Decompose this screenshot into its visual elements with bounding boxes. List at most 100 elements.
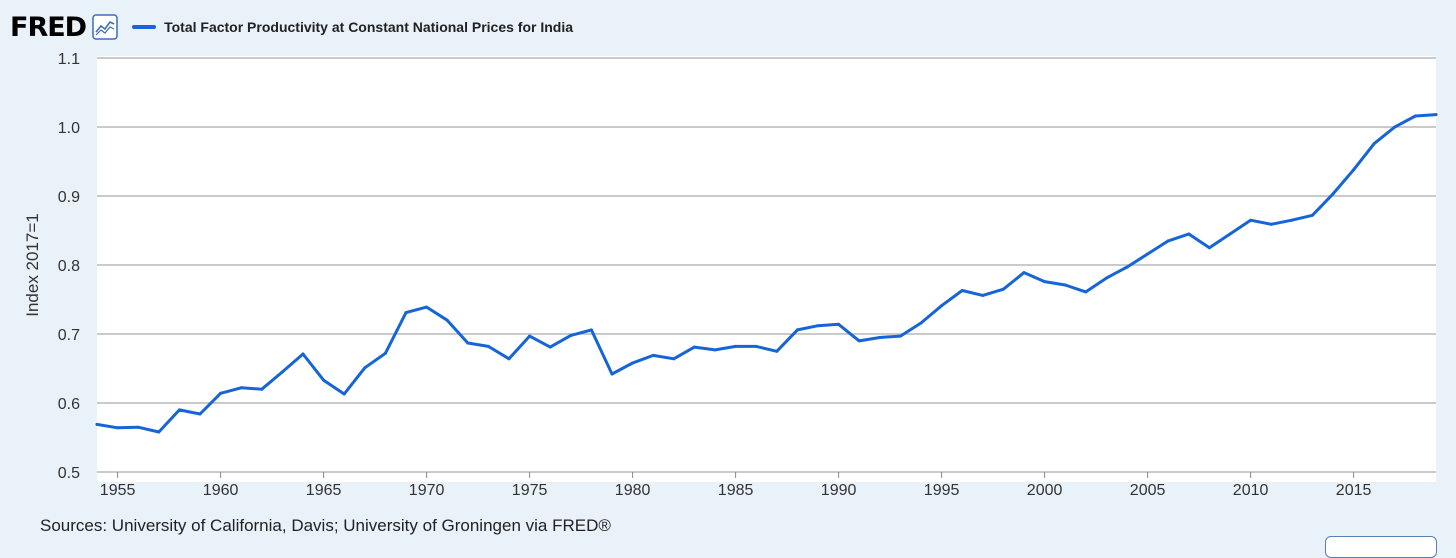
data-point-1955[interactable] (116, 426, 120, 430)
data-point-1997[interactable] (981, 293, 985, 297)
x-tick-label: 2000 (1027, 482, 1063, 499)
data-point-2002[interactable] (1084, 290, 1088, 294)
x-tick-label: 1995 (924, 482, 960, 499)
data-point-1989[interactable] (816, 324, 820, 328)
data-point-1970[interactable] (425, 305, 429, 309)
legend-label: Total Factor Productivity at Constant Na… (164, 19, 574, 35)
data-point-1978[interactable] (589, 328, 593, 332)
data-point-2010[interactable] (1249, 218, 1253, 222)
x-tick-label: 1990 (821, 482, 857, 499)
data-point-2015[interactable] (1352, 168, 1356, 172)
data-point-2018[interactable] (1413, 114, 1417, 118)
data-point-2019[interactable] (1434, 113, 1438, 117)
data-point-1962[interactable] (260, 387, 264, 391)
line-graph-icon[interactable] (92, 14, 118, 40)
data-point-2006[interactable] (1166, 239, 1170, 243)
legend: Total Factor Productivity at Constant Na… (132, 19, 573, 35)
gridlines (97, 57, 1436, 473)
data-point-1968[interactable] (383, 351, 387, 355)
data-point-2017[interactable] (1393, 125, 1397, 129)
data-point-1976[interactable] (548, 345, 552, 349)
data-point-2003[interactable] (1104, 276, 1108, 280)
data-point-2012[interactable] (1290, 218, 1294, 222)
x-tick-label: 1980 (615, 482, 651, 499)
data-point-1954[interactable] (95, 422, 99, 426)
data-point-1996[interactable] (960, 289, 964, 292)
series-line (95, 113, 1438, 434)
data-point-1974[interactable] (507, 357, 511, 361)
data-point-1957[interactable] (157, 430, 161, 434)
data-point-1994[interactable] (919, 321, 923, 325)
data-point-2001[interactable] (1063, 283, 1067, 287)
data-point-2004[interactable] (1125, 265, 1129, 269)
data-point-1984[interactable] (713, 348, 717, 352)
data-point-2008[interactable] (1207, 246, 1211, 250)
x-axis-ticks: 1955 1960 1965 1970 1975 1980 1985 1990 1995 2000… (100, 472, 1371, 499)
data-point-1969[interactable] (404, 311, 408, 315)
data-point-1992[interactable] (878, 336, 882, 339)
x-tick-label: 1970 (409, 482, 445, 499)
data-point-1993[interactable] (898, 334, 902, 338)
data-point-1982[interactable] (672, 357, 676, 361)
y-tick-label: 0.6 (58, 396, 80, 413)
legend-swatch (132, 25, 157, 29)
y-axis-ticks: 0.5 0.6 0.7 0.8 0.9 1.0 1.1 (58, 51, 80, 482)
line-chart: 0.50.60.70.80.91.01.1 1955 1960 1965 1970 19… (23, 51, 1438, 499)
data-point-1971[interactable] (445, 318, 449, 322)
data-point-2013[interactable] (1310, 213, 1314, 217)
data-point-1972[interactable] (466, 341, 470, 345)
data-point-1983[interactable] (692, 345, 696, 349)
data-point-1966[interactable] (342, 392, 346, 396)
data-point-1965[interactable] (322, 378, 326, 382)
data-point-1988[interactable] (795, 328, 799, 332)
data-point-1973[interactable] (486, 344, 490, 348)
fred-logo[interactable]: FRED (10, 11, 87, 43)
y-tick-label: 1.0 (58, 120, 80, 137)
data-point-2007[interactable] (1187, 232, 1191, 236)
data-point-1985[interactable] (734, 344, 738, 348)
header: FRED Total Factor Productivity at Consta… (10, 10, 573, 44)
plot-area (97, 56, 1436, 482)
x-tick-label: 1960 (203, 482, 239, 499)
data-point-1987[interactable] (775, 349, 779, 353)
data-point-1995[interactable] (940, 304, 944, 308)
data-point-1990[interactable] (837, 322, 841, 326)
x-tick-label: 1965 (306, 482, 342, 499)
sources-text: Sources: University of California, Davis… (40, 516, 611, 535)
data-point-1958[interactable] (177, 408, 181, 412)
x-tick-label: 1955 (100, 482, 136, 499)
data-point-1959[interactable] (198, 412, 202, 416)
y-axis-label: Index 2017=1 (23, 213, 42, 317)
data-point-2009[interactable] (1228, 232, 1232, 236)
data-point-1960[interactable] (219, 391, 223, 395)
data-point-1956[interactable] (136, 425, 140, 429)
data-point-1961[interactable] (239, 386, 243, 390)
data-point-2005[interactable] (1146, 252, 1150, 256)
y-tick-label: 0.7 (58, 327, 80, 344)
data-point-1963[interactable] (280, 370, 284, 374)
data-point-2014[interactable] (1331, 192, 1335, 196)
data-point-1977[interactable] (569, 333, 573, 337)
data-point-1986[interactable] (754, 344, 758, 348)
data-point-2011[interactable] (1269, 222, 1273, 226)
y-tick-label: 0.8 (58, 258, 80, 275)
x-tick-label: 2005 (1130, 482, 1166, 499)
data-point-1999[interactable] (1022, 271, 1026, 275)
data-point-1991[interactable] (857, 339, 861, 343)
data-point-1998[interactable] (1001, 287, 1005, 291)
data-point-1964[interactable] (301, 352, 305, 356)
corner-button[interactable] (1325, 536, 1437, 558)
data-point-1975[interactable] (528, 334, 532, 338)
data-point-2016[interactable] (1372, 142, 1376, 146)
series-points (95, 113, 1438, 434)
y-tick-label: 0.9 (58, 189, 80, 206)
data-point-1979[interactable] (610, 372, 614, 376)
data-point-1981[interactable] (651, 353, 655, 357)
x-tick-label: 2010 (1233, 482, 1269, 499)
data-point-2000[interactable] (1043, 280, 1047, 284)
y-tick-label: 1.1 (58, 51, 80, 68)
data-point-1980[interactable] (631, 361, 635, 365)
data-point-1967[interactable] (363, 366, 367, 370)
x-tick-label: 1975 (512, 482, 548, 499)
x-tick-label: 1985 (718, 482, 754, 499)
